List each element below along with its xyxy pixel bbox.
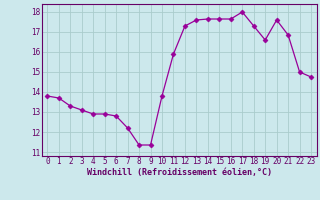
X-axis label: Windchill (Refroidissement éolien,°C): Windchill (Refroidissement éolien,°C) — [87, 168, 272, 177]
